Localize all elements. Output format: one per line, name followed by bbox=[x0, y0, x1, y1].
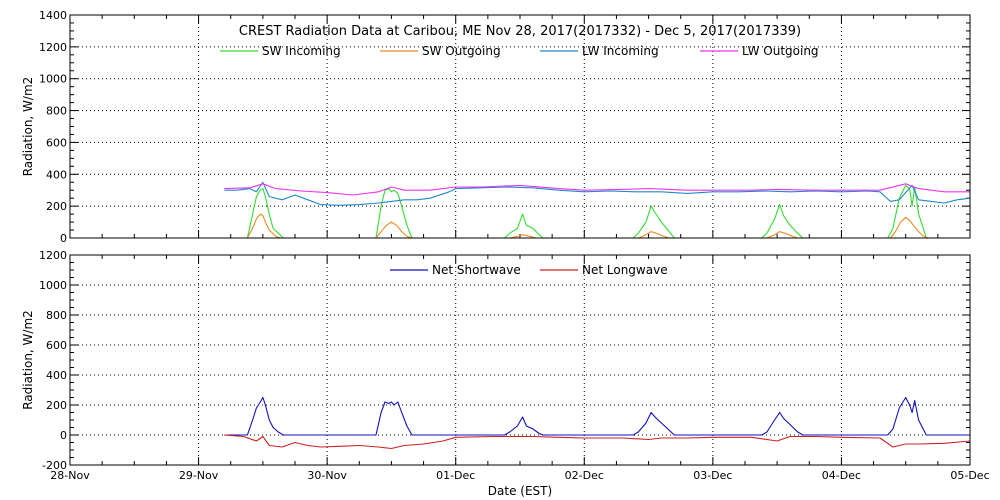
x-axis-label: Date (EST) bbox=[488, 484, 552, 498]
series-line-lw-outgoing bbox=[224, 183, 970, 196]
y-tick-label: 400 bbox=[46, 369, 67, 382]
legend-label: LW Incoming bbox=[582, 44, 659, 58]
chart-panel-2: -200 0 200 400 600 800 1000 1200 Radiation, W/m2… bbox=[21, 249, 990, 498]
plot-frame bbox=[69, 14, 971, 239]
y-axis-label: Radiation, W/m2 bbox=[21, 77, 35, 177]
y-tick-label: 200 bbox=[46, 399, 67, 412]
y-tick-label: 1400 bbox=[39, 9, 67, 22]
series-line-sw-outgoing bbox=[224, 213, 970, 239]
series-line-sw-incoming bbox=[224, 184, 970, 239]
x-tick-label: 05-Dec bbox=[950, 469, 989, 482]
y-tick-label: -200 bbox=[42, 459, 67, 472]
series-line-net-shortwave bbox=[224, 396, 970, 436]
x-tick-label: 01-Dec bbox=[436, 469, 475, 482]
legend-label: SW Incoming bbox=[262, 44, 341, 58]
legend-label: SW Outgoing bbox=[422, 44, 501, 58]
y-tick-label: 1000 bbox=[39, 279, 67, 292]
y-tick-label: 1200 bbox=[39, 41, 67, 54]
x-tick-label: 04-Dec bbox=[822, 469, 861, 482]
y-tick-label: 400 bbox=[46, 168, 67, 181]
grid bbox=[70, 255, 970, 465]
y-tick-label: 200 bbox=[46, 200, 67, 213]
series-line-net-longwave bbox=[224, 434, 971, 450]
y-tick-label: 1000 bbox=[39, 73, 67, 86]
chart-panel-1: 0 200 400 600 800 1000 1200 1400 Radiation, W/m2… bbox=[21, 9, 971, 245]
chart-title: CREST Radiation Data at Caribou, ME Nov … bbox=[239, 24, 801, 39]
x-tick-label: 02-Dec bbox=[565, 469, 604, 482]
x-tick-label: 28-Nov bbox=[50, 469, 90, 482]
y-tick-label: 0 bbox=[60, 232, 67, 245]
y-tick-label: 600 bbox=[46, 339, 67, 352]
legend-label: LW Outgoing bbox=[742, 44, 819, 58]
series-line-lw-incoming bbox=[224, 181, 971, 206]
x-tick-label: 30-Nov bbox=[307, 469, 347, 482]
y-tick-label: 0 bbox=[60, 429, 67, 442]
y-tick-label: 600 bbox=[46, 136, 67, 149]
x-tick-label: 03-Dec bbox=[693, 469, 732, 482]
x-tick-label: 29-Nov bbox=[179, 469, 219, 482]
y-tick-label: 800 bbox=[46, 105, 67, 118]
y-tick-label: 1200 bbox=[39, 249, 67, 262]
grid bbox=[70, 15, 970, 238]
legend-label: Net Shortwave bbox=[432, 263, 521, 277]
legend-label: Net Longwave bbox=[582, 263, 668, 277]
plot-frame bbox=[69, 254, 971, 466]
y-tick-label: 800 bbox=[46, 309, 67, 322]
y-axis-label: Radiation, W/m2 bbox=[21, 310, 35, 410]
